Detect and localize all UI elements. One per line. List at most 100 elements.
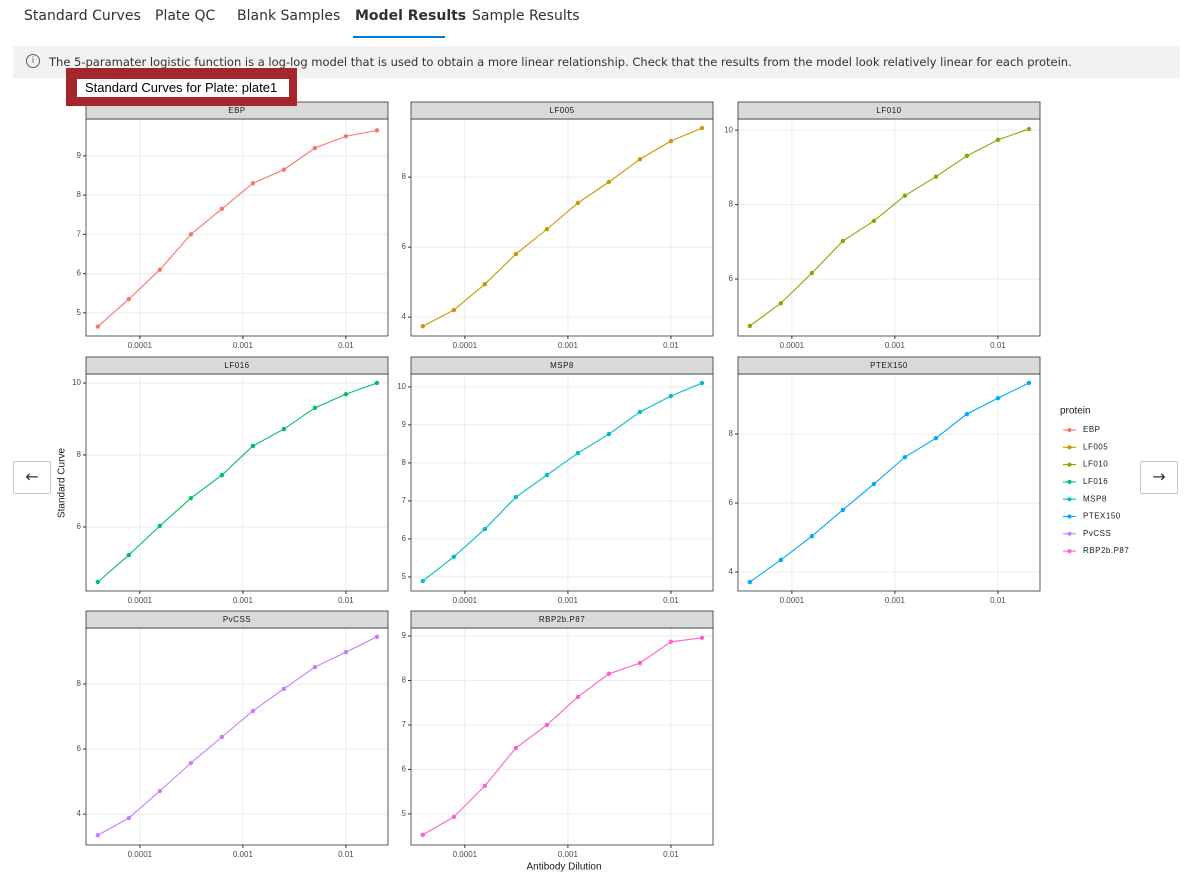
plot-title: Standard Curves for Plate: plate1 — [77, 79, 289, 97]
data-point — [157, 267, 163, 272]
tab-active[interactable]: Model Results — [355, 8, 467, 24]
facet-strip — [737, 101, 1041, 120]
tab-underline — [353, 36, 445, 38]
data-point — [482, 282, 488, 287]
data-point — [95, 324, 101, 329]
data-point — [312, 145, 318, 151]
data-point — [778, 301, 784, 306]
tab[interactable]: Plate QC — [155, 8, 216, 24]
x-tick-label: 0.0001 — [128, 341, 153, 350]
data-point — [637, 157, 643, 162]
data-point — [544, 722, 550, 728]
y-tick-label: 8 — [402, 676, 407, 685]
tab[interactable]: Sample Results — [472, 8, 580, 24]
facet-label: PTEX150 — [870, 361, 908, 370]
data-point — [637, 660, 643, 666]
data-point — [699, 635, 705, 640]
data-point — [188, 232, 194, 237]
data-point — [933, 174, 939, 179]
legend-label: PvCSS — [1083, 529, 1111, 538]
legend-point — [1067, 445, 1072, 450]
x-tick-label: 0.0001 — [128, 850, 153, 859]
data-point — [451, 814, 457, 820]
fit-line — [749, 128, 1030, 327]
data-point — [513, 745, 519, 751]
legend-label: RBP2b.P87 — [1083, 546, 1129, 555]
x-tick-label: 0.001 — [233, 596, 254, 605]
y-tick-label: 6 — [77, 269, 82, 278]
data-point — [157, 788, 163, 794]
data-point — [902, 454, 908, 460]
data-point — [420, 832, 426, 837]
data-point — [575, 200, 581, 206]
facet-strip — [85, 610, 389, 629]
y-tick-label: 8 — [77, 190, 82, 199]
data-point — [933, 435, 939, 441]
data-point — [95, 579, 101, 585]
data-point — [374, 128, 380, 133]
fit-line — [422, 637, 703, 836]
data-point — [747, 579, 753, 585]
legend-point — [1067, 549, 1072, 554]
x-tick-label: 0.01 — [990, 341, 1006, 350]
data-point — [250, 708, 256, 714]
tab[interactable]: Blank Samples — [237, 8, 341, 24]
data-point — [668, 393, 674, 399]
fit-line — [97, 382, 378, 583]
x-tick-label: 0.0001 — [453, 596, 478, 605]
legend-label: PTEX150 — [1083, 512, 1121, 521]
data-point — [606, 431, 612, 437]
y-tick-label: 6 — [402, 765, 407, 774]
facet-label: EBP — [228, 106, 246, 115]
data-point — [219, 472, 225, 478]
y-tick-label: 9 — [402, 631, 407, 640]
y-tick-label: 4 — [77, 809, 82, 818]
x-tick-label: 0.001 — [885, 596, 906, 605]
x-tick-label: 0.001 — [558, 341, 579, 350]
data-point — [451, 554, 457, 559]
facet-label: RBP2b.P87 — [539, 615, 585, 624]
facet-label: LF010 — [876, 106, 901, 115]
data-point — [699, 125, 705, 131]
x-tick-label: 0.001 — [558, 850, 579, 859]
data-point — [312, 664, 318, 670]
tab[interactable]: Standard Curves — [24, 8, 141, 24]
data-point — [699, 380, 705, 386]
x-tick-label: 0.01 — [663, 341, 679, 350]
data-point — [482, 783, 488, 789]
y-tick-label: 8 — [729, 200, 734, 209]
x-tick-label: 0.001 — [558, 596, 579, 605]
next-button[interactable]: → — [1140, 461, 1178, 494]
legend-point — [1067, 462, 1072, 467]
data-point — [312, 405, 318, 411]
prev-button[interactable]: ← — [13, 461, 51, 494]
fit-line — [749, 382, 1030, 583]
data-point — [126, 815, 132, 821]
y-tick-label: 8 — [77, 679, 82, 688]
y-tick-label: 5 — [402, 809, 407, 818]
y-tick-label: 6 — [77, 744, 82, 753]
data-point — [95, 833, 101, 838]
data-point — [281, 686, 287, 692]
data-point — [451, 307, 457, 313]
y-tick-label: 5 — [77, 308, 82, 317]
data-point — [219, 734, 225, 740]
legend-point — [1067, 497, 1072, 502]
data-point — [871, 481, 877, 487]
x-tick-label: 0.01 — [663, 596, 679, 605]
y-tick-label: 10 — [72, 378, 81, 387]
y-tick-label: 7 — [402, 496, 407, 505]
legend-point — [1067, 514, 1072, 519]
legend-title: protein — [1060, 406, 1091, 417]
y-tick-label: 7 — [402, 720, 407, 729]
data-point — [995, 137, 1001, 143]
data-point — [995, 395, 1001, 401]
x-tick-label: 0.01 — [338, 341, 354, 350]
x-tick-label: 0.001 — [233, 850, 254, 859]
legend-label: LF010 — [1083, 460, 1108, 469]
y-axis-label: Standard Curve — [57, 448, 68, 518]
legend-label: MSP8 — [1083, 494, 1107, 503]
y-tick-label: 4 — [402, 312, 407, 321]
data-point — [871, 218, 877, 224]
